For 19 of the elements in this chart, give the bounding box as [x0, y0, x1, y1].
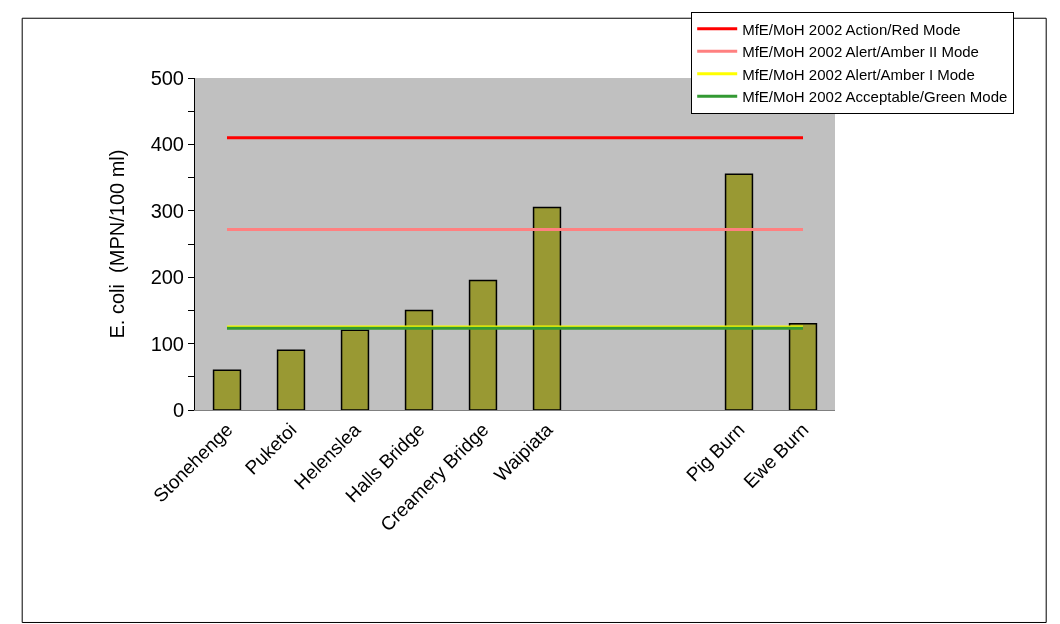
bar: [404, 309, 434, 410]
legend-label: MfE/MoH 2002 Action/Red Mode: [742, 20, 961, 38]
bar: [340, 329, 370, 410]
bar: [468, 279, 498, 410]
legend-label: MfE/MoH 2002 Alert/Amber II Mode: [742, 43, 979, 61]
bar: [788, 322, 818, 410]
y-tick-label: 500: [150, 67, 184, 89]
bar: [276, 349, 306, 410]
y-tick-label: 0: [172, 399, 184, 421]
legend-label: MfE/MoH 2002 Acceptable/Green Mode: [742, 88, 1008, 106]
bar: [724, 173, 754, 410]
y-axis-title: E. coli (MPN/100 ml): [106, 149, 129, 339]
bar: [212, 369, 242, 410]
legend-label: MfE/MoH 2002 Alert/Amber I Mode: [742, 65, 975, 83]
y-tick-label: 100: [150, 332, 184, 355]
y-tick-label: 200: [150, 266, 184, 289]
bar: [532, 206, 562, 410]
y-tick-label: 400: [150, 133, 184, 156]
y-tick-label: 300: [150, 199, 184, 222]
